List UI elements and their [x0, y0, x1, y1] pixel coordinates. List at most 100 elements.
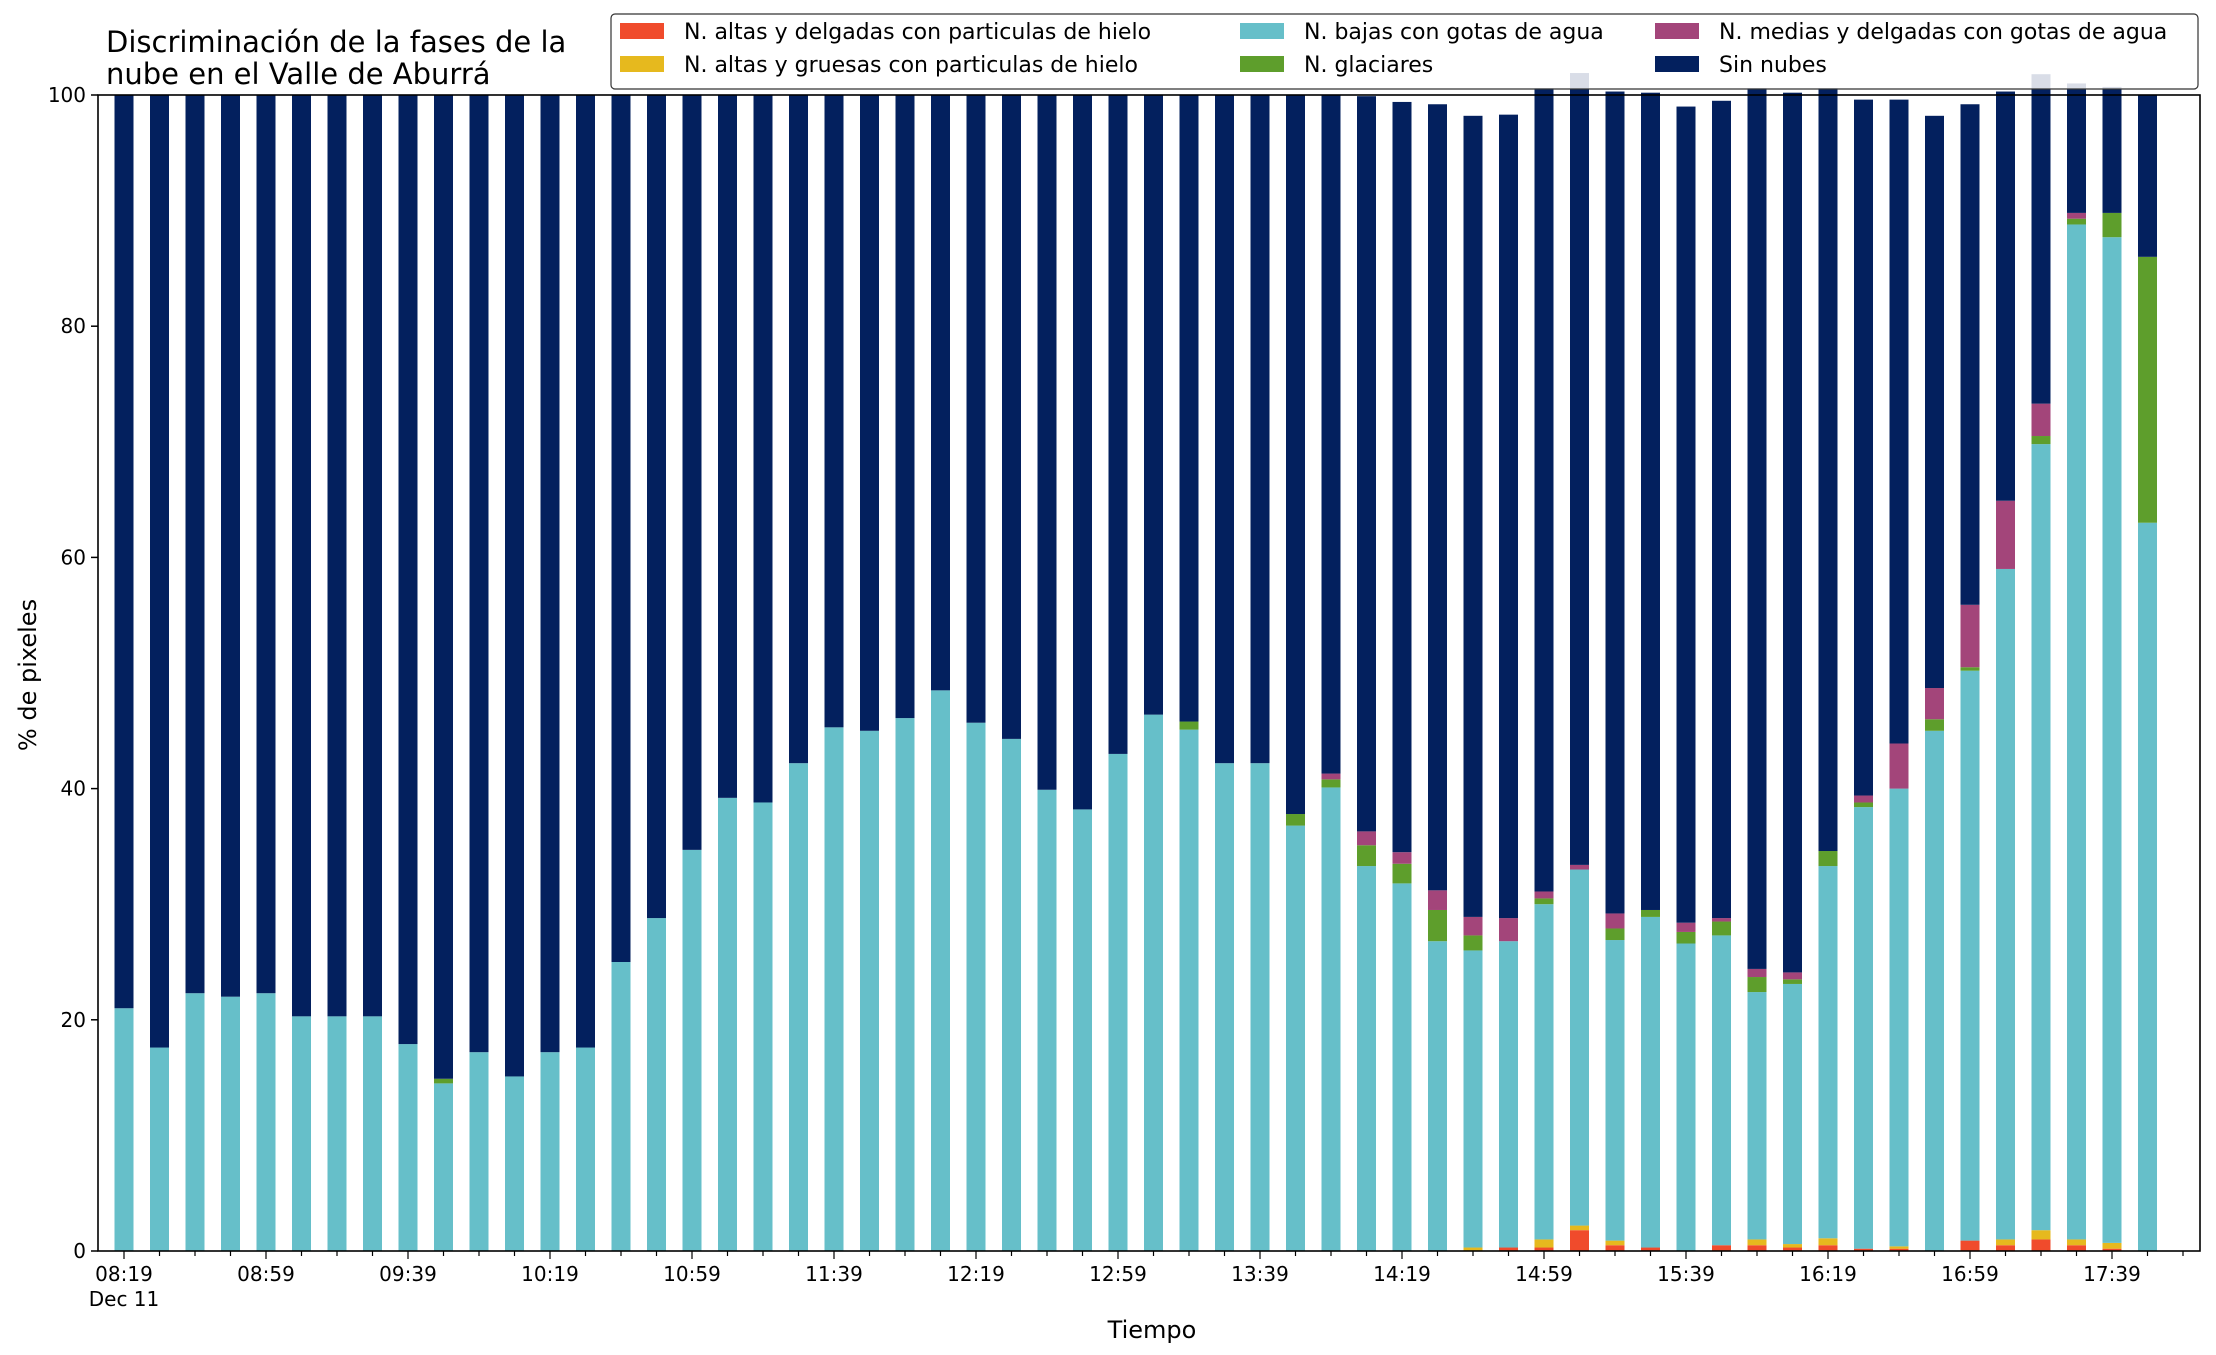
- bar-segment-series-3: [1676, 931, 1696, 944]
- bar-segment-series-2: [1641, 916, 1660, 1248]
- bar-segment-series-5: [1534, 88, 1554, 892]
- bar-segment-series-2: [185, 993, 205, 1251]
- bar-segment-series-5: [1428, 104, 1447, 891]
- x-tick-label: 16:19: [1799, 1262, 1857, 1286]
- bar-segment-series-5: [2031, 74, 2051, 404]
- bar-stack: [1925, 115, 1944, 1251]
- bar-segment-series-3: [1712, 921, 1731, 936]
- bar-segment-series-5: [682, 95, 702, 850]
- bar-segment-series-1: [1570, 1225, 1589, 1231]
- bar-segment-series-4: [1321, 773, 1341, 780]
- bar-segment-series-5: [2138, 95, 2157, 257]
- legend-item: N. altas y gruesas con particulas de hie…: [620, 53, 1138, 78]
- bar-segment-series-3: [1179, 721, 1199, 730]
- bar-stack: [1179, 95, 1199, 1251]
- y-tick-label: 0: [73, 1239, 86, 1263]
- bar-segment-series-4: [1747, 968, 1767, 978]
- bar-segment-series-5: [1996, 91, 2015, 501]
- bar-stack: [1605, 91, 1625, 1251]
- bar-segment-series-5: [966, 95, 986, 723]
- bar-segment-series-5: [576, 95, 595, 1048]
- bar-stack: [682, 95, 702, 1251]
- bar-segment-series-5: [1818, 88, 1838, 852]
- bar-stack: [1676, 106, 1696, 1251]
- bar-segment-series-0: [2067, 1245, 2086, 1251]
- bar-segment-series-2: [114, 1008, 134, 1251]
- legend-swatch: [1240, 56, 1284, 72]
- bar-segment-series-1: [1783, 1244, 1802, 1248]
- bar-segment-series-2: [2102, 237, 2122, 1243]
- bar-segment-series-3: [1783, 979, 1802, 984]
- bar-stack: [150, 95, 169, 1251]
- bar-segment-series-5: [753, 95, 773, 803]
- bar-segment-series-2: [2138, 522, 2157, 1251]
- bar-segment-series-3: [1925, 719, 1944, 731]
- bar-segment-series-5: [1073, 95, 1092, 810]
- legend-item: N. medias y delgadas con gotas de agua: [1655, 20, 2167, 45]
- bar-segment-series-5: [505, 95, 524, 1077]
- bar-segment-series-5: [1392, 101, 1412, 853]
- bar-stack: [1818, 88, 1838, 1251]
- bar-segment-series-0: [1605, 1245, 1625, 1251]
- y-tick-label: 60: [61, 545, 86, 569]
- bar-segment-series-2: [327, 1016, 347, 1251]
- bar-segment-series-5: [1037, 95, 1057, 790]
- bar-stack: [1463, 115, 1483, 1251]
- bar-segment-series-4: [1960, 604, 1980, 668]
- bar-segment-series-5: [1641, 92, 1660, 910]
- legend-label: N. altas y gruesas con particulas de hie…: [684, 53, 1138, 78]
- bar-segment-series-5: [1854, 99, 1873, 796]
- bar-stack: [221, 95, 240, 1251]
- bar-segment-series-5: [1286, 95, 1305, 815]
- bar-segment-series-5: [292, 95, 311, 1017]
- bar-segment-series-3: [1534, 898, 1554, 905]
- bar-segment-series-2: [1889, 788, 1909, 1247]
- bar-segment-series-2: [256, 993, 276, 1251]
- bar-segment-series-1: [2102, 1242, 2122, 1249]
- legend-swatch: [620, 56, 664, 72]
- bar-stack: [1854, 99, 1873, 1251]
- bar-segment-series-2: [1037, 789, 1057, 1251]
- bar-stack: [1534, 88, 1554, 1251]
- bar-segment-series-5: [1499, 114, 1518, 919]
- x-ticks: 08:19 08:59 09:39 10:19 10:59 11:39 12:19 12:59…: [89, 1251, 2184, 1311]
- bar-segment-series-2: [1428, 941, 1447, 1251]
- legend-swatch: [1655, 56, 1699, 72]
- bar-segment-series-5: [363, 95, 382, 1017]
- bar-segment-series-3: [2067, 218, 2086, 225]
- bar-segment-series-2: [931, 690, 950, 1251]
- bar-segment-series-0: [2102, 1248, 2122, 1251]
- bar-segment-series-2: [434, 1083, 453, 1251]
- bar-stack: [789, 95, 808, 1251]
- bar-segment-series-2: [1747, 992, 1767, 1240]
- bar-segment-series-5: [150, 95, 169, 1048]
- legend-label: Sin nubes: [1719, 53, 1827, 78]
- bar-stack: [1002, 95, 1021, 1251]
- legend-label: N. bajas con gotas de agua: [1304, 20, 1604, 45]
- bar-segment-series-4: [1570, 864, 1589, 870]
- bar-segment-series-5: [789, 95, 808, 764]
- bar-stack: [1073, 95, 1092, 1251]
- bar-segment-series-2: [1783, 983, 1802, 1245]
- bar-segment-series-1: [1747, 1239, 1767, 1246]
- bar-segment-series-3: [2102, 212, 2122, 238]
- bar-segment-series-4: [1889, 743, 1909, 789]
- bar-segment-series-1: [1818, 1238, 1838, 1246]
- bar-segment-series-5: [1357, 96, 1376, 832]
- bar-segment-series-2: [718, 797, 737, 1251]
- bar-segment-series-4: [1357, 831, 1376, 846]
- bar-segment-series-3: [1286, 814, 1305, 826]
- bar-segment-series-4: [1783, 972, 1802, 980]
- y-axis-label: % de pixeles: [14, 599, 42, 751]
- bar-segment-series-2: [1321, 787, 1341, 1251]
- bar-segment-series-3: [1641, 909, 1660, 917]
- bar-segment-series-5: [895, 95, 915, 719]
- bar-segment-series-3: [1854, 802, 1873, 808]
- bar-stack: [1747, 88, 1767, 1251]
- bar-segment-series-0: [1570, 1230, 1589, 1251]
- bar-segment-series-2: [1073, 809, 1092, 1251]
- bar-segment-series-1: [2067, 1239, 2086, 1246]
- legend-box: [610, 13, 2199, 90]
- bar-segment-series-5: [114, 95, 134, 1009]
- bar-segment-series-5: [1463, 115, 1483, 917]
